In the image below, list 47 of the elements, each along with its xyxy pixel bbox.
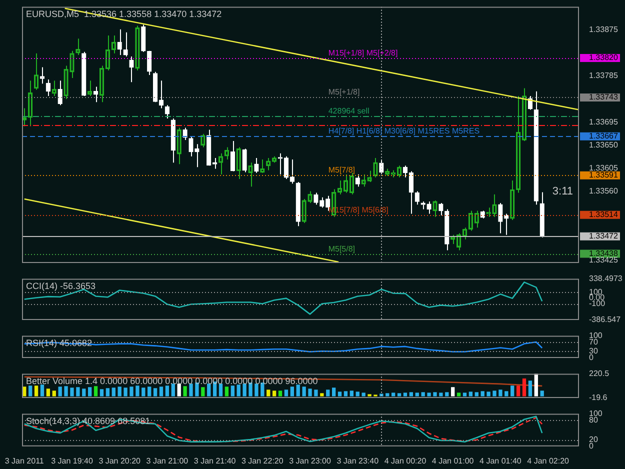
x-tick-label: 3 Jan 19:40 bbox=[51, 456, 94, 466]
y-tick-label: 1.33743 bbox=[589, 92, 618, 102]
x-tick-label: 3 Jan 23:00 bbox=[289, 456, 332, 466]
y-tick-label: 30 bbox=[589, 346, 598, 356]
x-tick-label: 4 Jan 01:00 bbox=[432, 456, 474, 466]
y-tick-label: 1.33695 bbox=[589, 117, 618, 126]
x-tick-label: 4 Jan 01:40 bbox=[480, 456, 522, 466]
y-tick-label: -100 bbox=[589, 298, 606, 308]
y-tick-label: 80 bbox=[589, 416, 598, 425]
y-tick-label: 1.33425 bbox=[589, 256, 618, 265]
chart-title: CCI(14) -56.3653 bbox=[26, 280, 96, 291]
ref-line-label: M5[5/8] bbox=[328, 244, 356, 254]
y-tick-label: -386.547 bbox=[589, 315, 622, 324]
y-tick-label: 220.5 bbox=[589, 369, 610, 378]
y-tick-label: 0 bbox=[589, 353, 594, 362]
y-tick-label: 70 bbox=[589, 338, 598, 347]
x-tick-label: 3 Jan 20:20 bbox=[98, 456, 142, 466]
y-tick-label: 1.33667 bbox=[589, 132, 618, 141]
y-tick-label: 1.33650 bbox=[589, 140, 618, 150]
x-tick-label: 4 Jan 00:20 bbox=[384, 456, 427, 466]
y-tick-label: -19.6 bbox=[589, 393, 608, 402]
y-tick-label: 20 bbox=[589, 435, 598, 444]
ref-line-label: 428964 sell bbox=[328, 106, 370, 116]
ref-line-label: M5[7/8] bbox=[328, 166, 356, 175]
ref-line-label: M15[+1/8] M5[+2/8] bbox=[328, 48, 398, 58]
y-tick-label: 1.33605 bbox=[589, 163, 618, 172]
x-tick-label: 3 Jan 22:20 bbox=[242, 456, 284, 466]
y-tick-label: 1.33514 bbox=[589, 210, 618, 220]
ref-line-label: M5[+1/8] bbox=[328, 88, 360, 97]
x-tick-label: 3 Jan 21:40 bbox=[194, 456, 236, 466]
annotation: 3:11 bbox=[552, 185, 573, 198]
y-tick-label: 1.33820 bbox=[589, 53, 618, 62]
x-tick-label: 3 Jan 21:00 bbox=[146, 456, 189, 466]
x-tick-label: 3 Jan 2011 bbox=[4, 456, 44, 466]
y-tick-label: 0 bbox=[589, 442, 594, 451]
x-tick-label: 3 Jan 23:40 bbox=[336, 456, 380, 466]
y-tick-label: 1.33875 bbox=[589, 25, 618, 34]
y-tick-label: 338.4973 bbox=[589, 274, 623, 284]
y-tick-label: 100 bbox=[589, 409, 603, 418]
y-tick-label: 1.33785 bbox=[589, 71, 618, 80]
ref-line-label: H4[7/8] H1[6/8] M30[6/8] M15RES M5RES bbox=[328, 126, 480, 136]
y-tick-label: 1.33560 bbox=[589, 186, 618, 196]
y-tick-label: 100 bbox=[589, 331, 603, 340]
x-tick-label: 4 Jan 02:20 bbox=[527, 456, 570, 466]
y-tick-label: 1.33438 bbox=[589, 248, 618, 258]
y-tick-label: 1.33591 bbox=[589, 170, 618, 180]
y-tick-label: 1.33472 bbox=[589, 232, 618, 241]
